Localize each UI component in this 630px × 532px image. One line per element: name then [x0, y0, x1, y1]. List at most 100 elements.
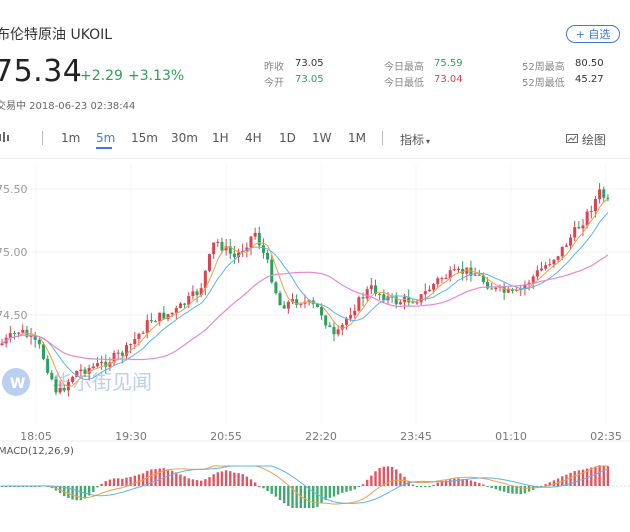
open-label: 今开 — [264, 78, 284, 89]
candle-body — [274, 282, 278, 294]
day-high-label: 今日最高 — [384, 62, 424, 73]
candle-body — [598, 189, 602, 200]
macd-bar — [419, 486, 423, 488]
macd-bar — [594, 466, 597, 486]
macd-bar — [320, 486, 323, 504]
candle-body — [232, 253, 236, 258]
interval-4h[interactable]: 4H — [245, 131, 262, 145]
candle-body — [365, 289, 369, 299]
indicators-menu[interactable]: 指标 ▾ — [400, 131, 430, 148]
candle-body — [58, 387, 62, 393]
macd-bar — [67, 486, 70, 498]
candle-body — [141, 332, 145, 334]
macd-bar — [424, 486, 427, 487]
interval-1d[interactable]: 1D — [279, 131, 296, 145]
macd-bar — [274, 486, 278, 497]
candle-body — [506, 289, 510, 293]
candle-body — [336, 329, 340, 335]
macd-bar — [179, 474, 182, 486]
candle-body — [282, 305, 286, 309]
macd-bar — [146, 470, 149, 486]
candle-body — [457, 268, 460, 270]
macd-bar — [353, 486, 356, 490]
candle-body — [415, 302, 419, 304]
candle-body — [158, 312, 162, 322]
macd-bar — [478, 483, 481, 486]
candle-body — [253, 232, 257, 237]
macd-bar — [569, 472, 572, 486]
candle-body — [560, 246, 564, 257]
macd-bar — [598, 465, 601, 486]
candle-body — [374, 285, 377, 294]
day-low-value: 73.04 — [434, 74, 463, 85]
candle-body — [104, 361, 108, 367]
candle-body — [440, 278, 444, 280]
macd-bar — [117, 478, 120, 486]
macd-bar — [382, 466, 385, 486]
price-chart[interactable]: W 华尔街见闻 75.5075.0074.50 18:0519:3020:552… — [0, 160, 630, 532]
candle-body — [129, 344, 133, 346]
candle-body — [54, 379, 58, 393]
x-tick-label: 23:45 — [400, 430, 432, 443]
candle-body — [419, 294, 423, 303]
macd-bar — [183, 476, 186, 486]
candlestick-type-icon[interactable] — [0, 131, 12, 143]
macd-bar — [415, 486, 419, 487]
macd-bar — [436, 482, 439, 486]
interval-1w[interactable]: 1W — [312, 131, 332, 145]
macd-bar — [602, 465, 605, 486]
macd-bar — [307, 486, 311, 508]
toolbar-separator — [382, 131, 383, 145]
candle-body — [208, 254, 211, 271]
macd-bar — [494, 486, 498, 490]
interval-1h[interactable]: 1H — [212, 131, 229, 145]
macd-bar — [411, 484, 415, 486]
macd-bar — [96, 486, 99, 488]
interval-15m[interactable]: 15m — [131, 131, 158, 145]
candle-body — [452, 269, 456, 271]
candle-body — [477, 274, 481, 276]
candle-body — [295, 299, 299, 305]
candle-body — [332, 326, 336, 335]
candle-body — [589, 211, 593, 213]
candle-body — [33, 335, 37, 340]
draw-icon — [566, 134, 578, 143]
instrument-title: 布伦特原油 UKOIL — [0, 27, 113, 43]
candle-body — [46, 358, 50, 373]
macd-bar — [453, 478, 456, 486]
toolbar-divider — [0, 158, 630, 159]
interval-5m[interactable]: 5m — [96, 131, 116, 145]
candle-body — [349, 315, 353, 319]
interval-1month[interactable]: 1M — [348, 131, 366, 145]
x-tick-label: 02:35 — [590, 430, 622, 443]
interval-30m[interactable]: 30m — [171, 131, 198, 145]
macd-bar — [428, 486, 431, 487]
macd-bar — [316, 486, 319, 507]
candle-body — [369, 285, 373, 290]
candle-body — [473, 274, 477, 276]
watermark-logo-icon — [2, 368, 30, 396]
ma30-line — [1, 254, 609, 361]
candle-body — [382, 294, 386, 301]
day-high-value: 75.59 — [434, 58, 463, 69]
y-axis: 75.50 75.00 74.50 — [0, 183, 28, 322]
candle-body — [8, 333, 12, 338]
macd-bar — [577, 470, 581, 486]
toolbar-separator — [42, 131, 43, 145]
candle-body — [17, 332, 21, 334]
candle-body — [166, 314, 170, 319]
macd-bar — [283, 486, 286, 504]
macd-bar — [253, 482, 257, 486]
macd-bar — [224, 470, 228, 486]
draw-button[interactable]: 绘图 — [566, 131, 606, 148]
candle-body — [577, 227, 581, 229]
interval-1m[interactable]: 1m — [61, 131, 81, 145]
macd-bar — [515, 486, 518, 494]
macd-bar — [502, 486, 506, 492]
add-watchlist-button[interactable]: + 自选 — [566, 25, 620, 43]
candle-body — [174, 308, 178, 313]
macd-bar — [482, 484, 485, 486]
macd-bar — [432, 484, 435, 486]
candle-body — [444, 277, 448, 279]
macd-bar — [440, 480, 444, 486]
